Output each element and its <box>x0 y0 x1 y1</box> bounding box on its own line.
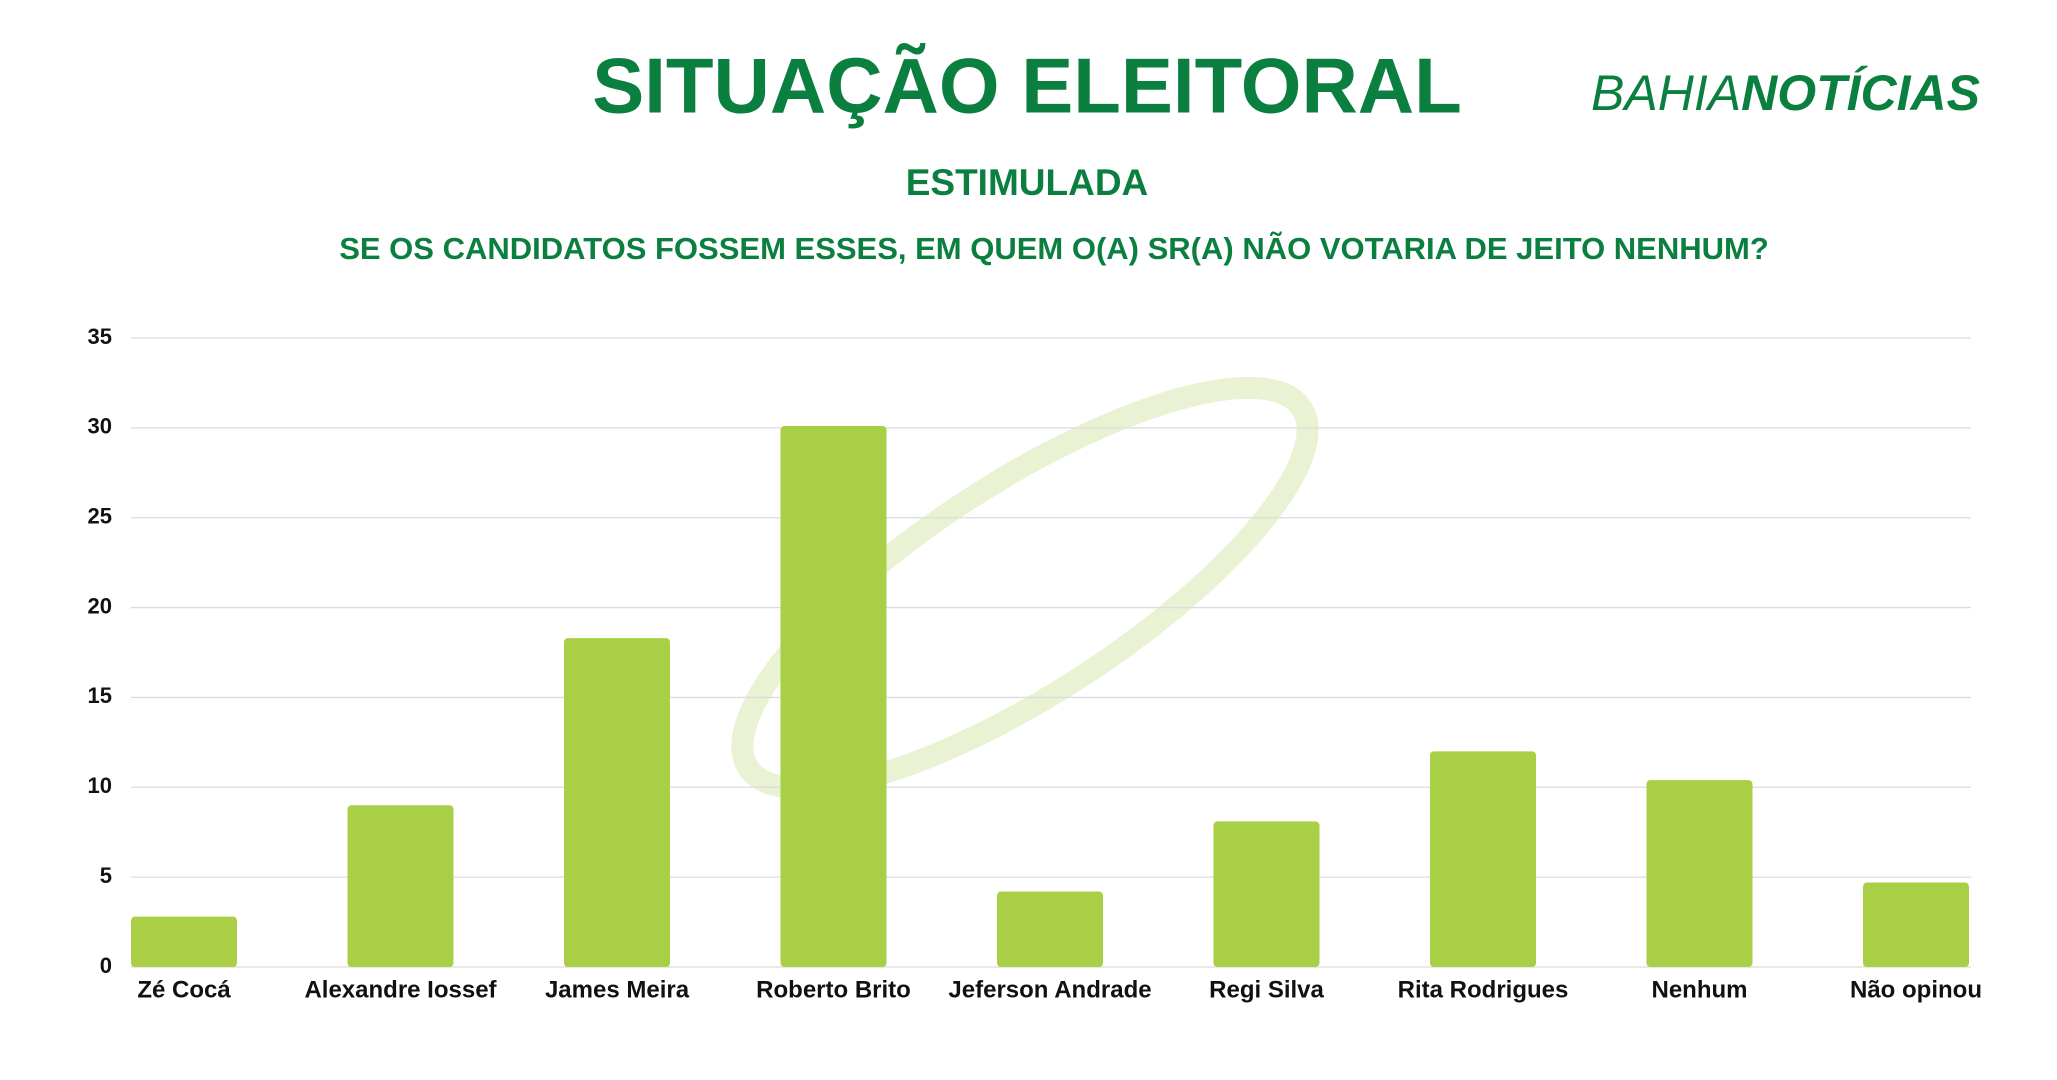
bar <box>1646 780 1753 967</box>
chart-subtitle: ESTIMULADA <box>906 162 1149 203</box>
x-tick-label: Regi Silva <box>1209 976 1324 1003</box>
chart-question: SE OS CANDIDATOS FOSSEM ESSES, EM QUEM O… <box>339 231 1769 266</box>
bar <box>131 916 237 967</box>
watermark <box>731 376 1319 800</box>
bar <box>1430 751 1536 967</box>
bar <box>780 426 887 967</box>
brand-logo: BAHIANOTÍCIAS <box>1591 65 1980 121</box>
y-tick-label: 10 <box>88 773 112 798</box>
x-tick-label: Roberto Brito <box>756 976 911 1003</box>
y-tick-label: 5 <box>100 863 112 888</box>
bar <box>997 891 1103 967</box>
y-tick-label: 15 <box>88 683 112 708</box>
brand-part: BAHIA <box>1591 65 1741 121</box>
brand-part: NOTÍCIAS <box>1741 65 1980 121</box>
x-tick-label: Alexandre Iossef <box>304 976 497 1003</box>
chart-title: SITUAÇÃO ELEITORAL <box>592 42 1462 130</box>
y-tick-label: 30 <box>88 414 112 439</box>
x-tick-label: Nenhum <box>1652 976 1748 1003</box>
y-tick-label: 25 <box>88 504 112 529</box>
x-tick-label: Zé Cocá <box>137 976 231 1003</box>
x-tick-label: James Meira <box>545 976 690 1003</box>
bar <box>1863 882 1969 967</box>
y-tick-label: 35 <box>88 324 112 349</box>
y-tick-label: 20 <box>88 593 112 618</box>
x-tick-label: Jeferson Andrade <box>948 976 1151 1003</box>
bar <box>347 805 454 967</box>
y-tick-label: 0 <box>100 953 112 978</box>
bar <box>1213 821 1320 967</box>
bar <box>564 638 670 967</box>
x-tick-label: Rita Rodrigues <box>1398 976 1569 1003</box>
x-tick-label: Não opinou <box>1850 976 1982 1003</box>
